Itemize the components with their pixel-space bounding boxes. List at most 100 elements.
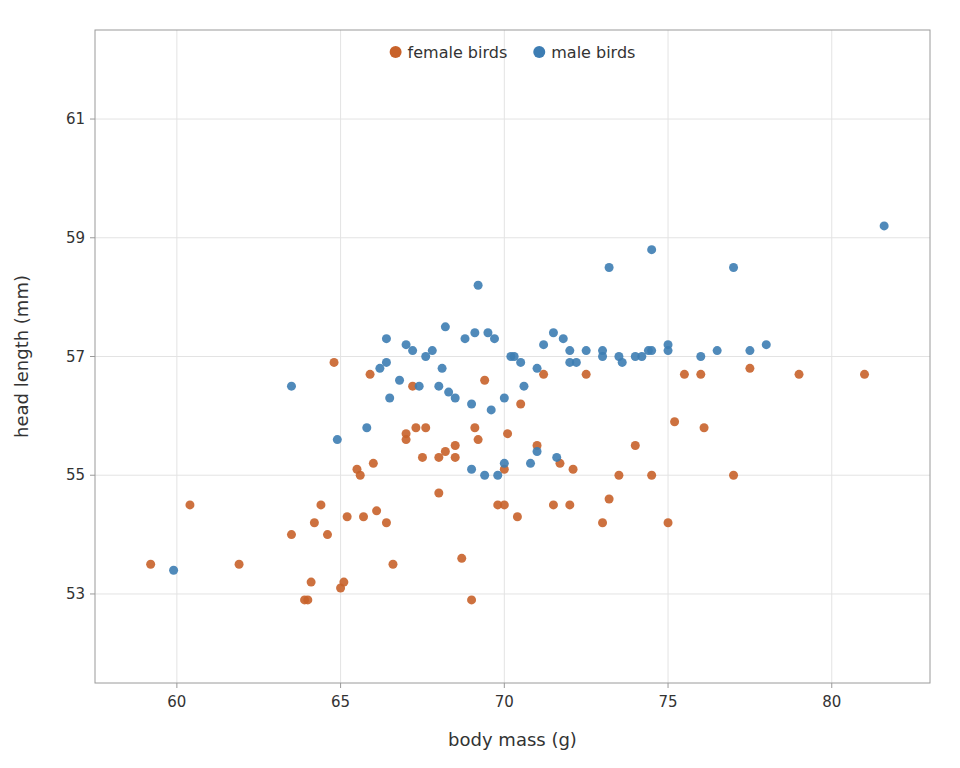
point xyxy=(598,518,607,527)
point xyxy=(696,352,705,361)
point xyxy=(647,245,656,254)
point xyxy=(526,459,535,468)
point xyxy=(441,322,450,331)
point xyxy=(582,346,591,355)
point xyxy=(549,500,558,509)
point xyxy=(582,370,591,379)
point xyxy=(369,459,378,468)
point xyxy=(382,518,391,527)
point xyxy=(451,394,460,403)
y-tick xyxy=(90,119,95,120)
y-grid-line xyxy=(95,237,930,238)
point xyxy=(474,281,483,290)
x-tick xyxy=(668,683,669,688)
y-grid-line xyxy=(95,593,930,594)
y-tick-label: 61 xyxy=(66,110,85,128)
point xyxy=(729,263,738,272)
series-group xyxy=(169,221,889,574)
point xyxy=(415,382,424,391)
point xyxy=(533,364,542,373)
point xyxy=(146,560,155,569)
point xyxy=(500,394,509,403)
point xyxy=(795,370,804,379)
point xyxy=(533,447,542,456)
y-tick-label: 59 xyxy=(66,229,85,247)
point xyxy=(519,382,528,391)
point xyxy=(500,500,509,509)
legend-item: male birds xyxy=(533,43,635,62)
point xyxy=(605,263,614,272)
point xyxy=(559,334,568,343)
point xyxy=(745,346,754,355)
x-tick xyxy=(831,683,832,688)
y-tick xyxy=(90,356,95,357)
data-points xyxy=(146,221,888,604)
plot-background xyxy=(95,30,930,683)
point xyxy=(696,370,705,379)
point xyxy=(457,554,466,563)
point xyxy=(480,471,489,480)
point xyxy=(303,595,312,604)
point xyxy=(330,358,339,367)
x-tick xyxy=(504,683,505,688)
x-tick xyxy=(176,683,177,688)
point xyxy=(333,435,342,444)
point xyxy=(372,506,381,515)
point xyxy=(470,423,479,432)
point xyxy=(402,429,411,438)
point xyxy=(713,346,722,355)
point xyxy=(670,417,679,426)
point xyxy=(428,346,437,355)
point xyxy=(516,358,525,367)
y-tick xyxy=(90,475,95,476)
legend-item: female birds xyxy=(390,43,508,62)
point xyxy=(614,471,623,480)
point xyxy=(169,566,178,575)
point xyxy=(664,340,673,349)
point xyxy=(307,578,316,587)
point xyxy=(467,465,476,474)
point xyxy=(382,334,391,343)
point xyxy=(467,595,476,604)
point xyxy=(434,489,443,498)
x-axis-label: body mass (g) xyxy=(448,729,577,750)
point xyxy=(408,346,417,355)
point xyxy=(880,221,889,230)
point xyxy=(618,358,627,367)
legend-swatch xyxy=(390,46,402,58)
point xyxy=(700,423,709,432)
point xyxy=(490,334,499,343)
legend-swatch xyxy=(533,46,545,58)
point xyxy=(631,441,640,450)
point xyxy=(316,500,325,509)
point xyxy=(569,465,578,474)
point xyxy=(310,518,319,527)
point xyxy=(185,500,194,509)
y-grid-line xyxy=(95,119,930,120)
point xyxy=(421,423,430,432)
legend: female birds male birds xyxy=(390,43,636,62)
point xyxy=(287,382,296,391)
point xyxy=(343,512,352,521)
point xyxy=(474,435,483,444)
legend-label: male birds xyxy=(551,43,635,62)
point xyxy=(470,328,479,337)
point xyxy=(647,346,656,355)
point xyxy=(418,453,427,462)
y-tick-label: 57 xyxy=(66,348,85,366)
point xyxy=(487,405,496,414)
y-grid-line xyxy=(95,475,930,476)
point xyxy=(388,560,397,569)
point xyxy=(762,340,771,349)
point xyxy=(745,364,754,373)
point xyxy=(480,376,489,385)
point xyxy=(451,441,460,450)
point xyxy=(323,530,332,539)
point xyxy=(382,358,391,367)
tick-labels: 60657075805355575961 xyxy=(66,110,841,711)
legend-label: female birds xyxy=(408,43,508,62)
y-tick-label: 55 xyxy=(66,466,85,484)
point xyxy=(680,370,689,379)
point xyxy=(339,578,348,587)
point xyxy=(287,530,296,539)
